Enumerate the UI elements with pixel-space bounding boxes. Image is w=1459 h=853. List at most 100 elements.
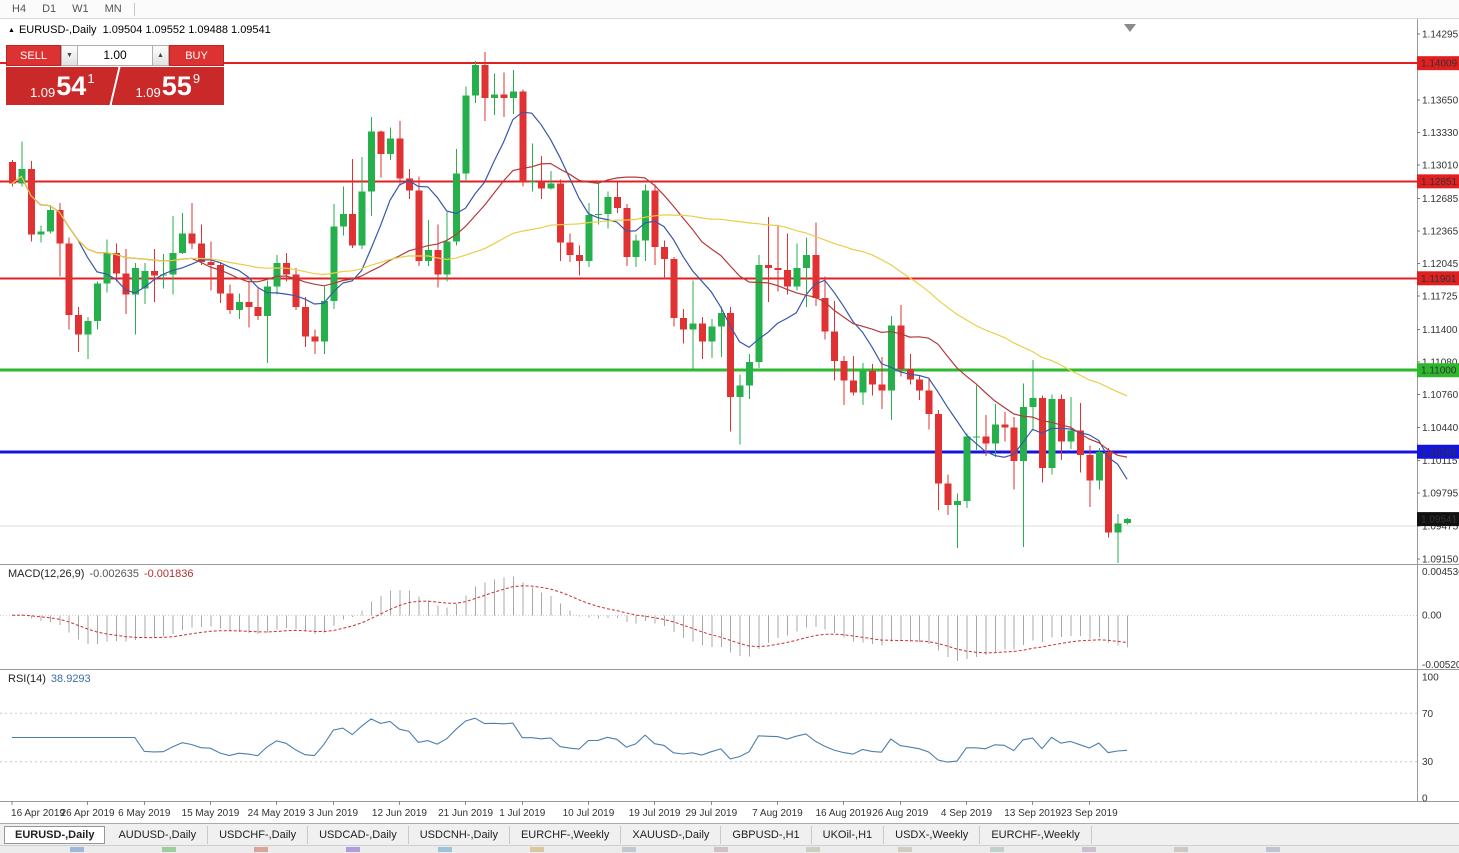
svg-text:10 Jul 2019: 10 Jul 2019: [563, 808, 615, 819]
lot-size-input[interactable]: 1.00: [78, 45, 152, 66]
svg-text:16 Apr 2019: 16 Apr 2019: [11, 808, 65, 819]
chart-tab-audusd-daily[interactable]: AUDUSD-,Daily: [107, 825, 209, 844]
bid-pipette: 1: [87, 71, 95, 86]
price-chart-canvas[interactable]: 1.14295 1.13650 1.13330 1.13010 1.12685 1.123…: [0, 19, 1459, 823]
taskbar-fragment: [530, 847, 544, 852]
svg-text:1.12851: 1.12851: [1421, 177, 1458, 188]
horizontal-levels[interactable]: [0, 62, 1417, 527]
timeframe-h4-button[interactable]: H4: [12, 3, 27, 15]
chart-tab-usdchf-daily[interactable]: USDCHF-,Daily: [208, 825, 309, 844]
svg-text:1.09475: 1.09475: [1422, 521, 1459, 532]
ask-price-panel[interactable]: 1.09 55 9: [111, 67, 224, 105]
ma-mid-line: [11, 162, 1128, 458]
chart-tab-usdcad-daily[interactable]: USDCAD-,Daily: [308, 825, 409, 844]
svg-text:7 Aug 2019: 7 Aug 2019: [752, 808, 803, 819]
svg-text:1.13650: 1.13650: [1422, 95, 1459, 106]
svg-text:3 Jun 2019: 3 Jun 2019: [309, 808, 359, 819]
svg-text:29 Jul 2019: 29 Jul 2019: [685, 808, 737, 819]
svg-text:1.10440: 1.10440: [1422, 423, 1459, 434]
svg-text:13 Sep 2019: 13 Sep 2019: [1004, 808, 1061, 819]
macd-title: MACD(12,26,9): [8, 568, 85, 580]
chart-tab-xauusd-daily[interactable]: XAUUSD-,Daily: [621, 825, 722, 844]
timeframe-buttons: H4 D1 W1 MN: [4, 2, 130, 16]
ma-fast-line: [11, 111, 1128, 480]
svg-text:21 Jun 2019: 21 Jun 2019: [438, 808, 493, 819]
taskbar-fragment: [254, 847, 268, 852]
svg-text:6 May 2019: 6 May 2019: [118, 808, 171, 819]
collapse-triangle-icon[interactable]: ▲: [8, 27, 15, 34]
taskbar-fragment: [1082, 847, 1096, 852]
ma-slow-line: [11, 175, 1128, 397]
svg-text:30: 30: [1422, 757, 1434, 768]
svg-text:26 Apr 2019: 26 Apr 2019: [61, 808, 115, 819]
candlestick-series: [9, 51, 1132, 563]
svg-text:1.11725: 1.11725: [1422, 292, 1458, 303]
svg-text:1.11901: 1.11901: [1421, 274, 1457, 285]
chart-area[interactable]: 1.14295 1.13650 1.13330 1.13010 1.12685 1.123…: [0, 19, 1459, 823]
taskbar-fragment: [714, 847, 728, 852]
bid-price-panel[interactable]: 1.09 54 1: [6, 67, 119, 105]
svg-text:1.12685: 1.12685: [1422, 194, 1459, 205]
chart-tab-eurusd-daily[interactable]: EURUSD-,Daily: [4, 825, 106, 844]
svg-text:1.09150: 1.09150: [1422, 555, 1459, 566]
moving-average-lines: [11, 111, 1128, 480]
chart-tab-eurchf-weekly[interactable]: EURCHF-,Weekly: [510, 825, 622, 844]
lot-increase-button[interactable]: ▲: [152, 45, 169, 66]
chart-title: ▲ EURUSD-,Daily 1.09504 1.09552 1.09488 1.…: [8, 24, 271, 36]
macd-main-value: -0.002635: [89, 568, 139, 580]
svg-text:1.09795: 1.09795: [1422, 489, 1459, 500]
ask-prefix: 1.09: [135, 85, 161, 100]
timeframe-w1-button[interactable]: W1: [72, 3, 89, 15]
chart-tab-gbpusd-h1[interactable]: GBPUSD-,H1: [721, 825, 812, 844]
svg-text:12 Jun 2019: 12 Jun 2019: [372, 808, 427, 819]
timeframe-d1-button[interactable]: D1: [42, 3, 57, 15]
macd-signal-value: -0.001836: [143, 568, 194, 580]
chart-shift-marker-icon[interactable]: [1124, 24, 1136, 32]
chart-tab-ukoil-h1[interactable]: UKOil-,H1: [812, 825, 885, 844]
buy-button[interactable]: BUY: [169, 45, 224, 66]
taskbar-fragment: [1266, 847, 1280, 852]
timeframe-mn-button[interactable]: MN: [104, 3, 122, 15]
rsi-line: [12, 717, 1128, 763]
svg-text:1.14295: 1.14295: [1422, 30, 1459, 41]
toolbar-separator: [133, 2, 135, 16]
taskbar-fragment: [622, 847, 636, 852]
taskbar-fragment: [346, 847, 360, 852]
svg-text:1.11400: 1.11400: [1422, 325, 1458, 336]
svg-text:1.10201: 1.10201: [1421, 447, 1458, 458]
svg-text:-0.00520: -0.00520: [1422, 660, 1459, 671]
svg-text:100: 100: [1422, 673, 1439, 684]
bid-big-digits: 54: [56, 71, 87, 101]
svg-text:1.11080: 1.11080: [1422, 358, 1458, 369]
order-row: SELL ▼ 1.00 ▲ BUY: [6, 45, 224, 66]
macd-indicator-label: MACD(12,26,9) -0.002635 -0.001836: [8, 568, 194, 580]
taskbar-fragment: [990, 847, 1004, 852]
bottom-edge-strip: [0, 845, 1459, 853]
svg-text:16 Aug 2019: 16 Aug 2019: [816, 808, 873, 819]
taskbar-fragment: [806, 847, 820, 852]
rsi-pane: 100 70 30 0: [0, 673, 1439, 805]
svg-text:4 Sep 2019: 4 Sep 2019: [941, 808, 993, 819]
taskbar-fragment: [162, 847, 176, 852]
svg-text:70: 70: [1422, 709, 1434, 720]
price-tags: 1.14009 1.12851 1.11901 1.11000 1.10201 1.095…: [1417, 56, 1459, 527]
chart-tab-usdx-weekly[interactable]: USDX-,Weekly: [884, 825, 981, 844]
ask-pipette: 9: [192, 71, 201, 86]
price-axis: 1.14295 1.13650 1.13330 1.13010 1.12685 1.123…: [1417, 30, 1459, 566]
lot-decrease-button[interactable]: ▼: [61, 45, 78, 66]
svg-text:1.13330: 1.13330: [1422, 128, 1459, 139]
svg-text:1.13010: 1.13010: [1422, 161, 1459, 172]
sell-button[interactable]: SELL: [6, 45, 61, 66]
svg-text:15 May 2019: 15 May 2019: [182, 808, 240, 819]
taskbar-fragment: [70, 847, 84, 852]
chart-frame: [0, 19, 1459, 802]
one-click-trading-panel: SELL ▼ 1.00 ▲ BUY 1.09 54 1 1.09 55 9: [6, 45, 224, 105]
svg-text:1.12365: 1.12365: [1422, 226, 1459, 237]
chart-tab-eurchf-weekly[interactable]: EURCHF-,Weekly: [980, 825, 1092, 844]
svg-text:23 Sep 2019: 23 Sep 2019: [1061, 808, 1118, 819]
chart-tab-usdcnh-daily[interactable]: USDCNH-,Daily: [409, 825, 510, 844]
svg-text:0: 0: [1422, 794, 1428, 805]
svg-text:1.14009: 1.14009: [1421, 59, 1458, 70]
